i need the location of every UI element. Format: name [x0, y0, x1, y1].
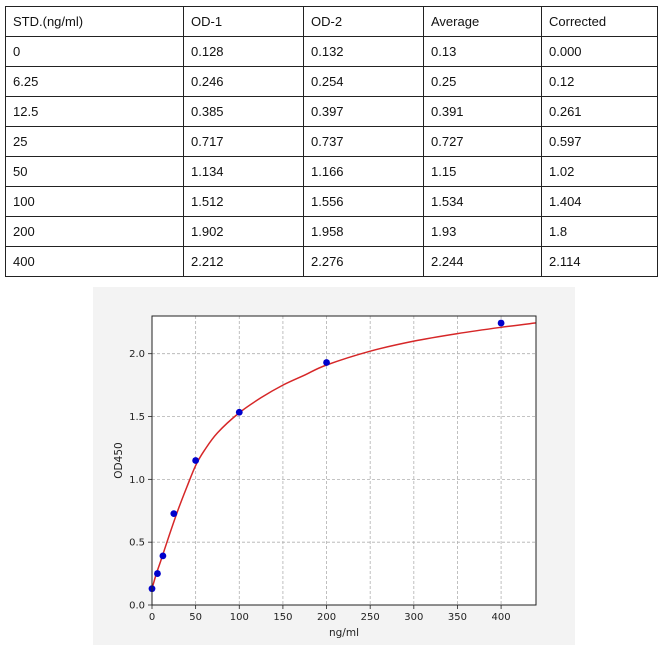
table-row: 25 0.717 0.737 0.727 0.597 — [5, 126, 658, 157]
table-cell: 1.134 — [183, 156, 304, 187]
table-header: STD.(ng/ml) OD-1 OD-2 Average Corrected — [5, 6, 658, 37]
table-cell: 0.132 — [303, 36, 424, 67]
table-cell: 0.254 — [303, 66, 424, 97]
data-point — [192, 457, 200, 464]
x-tick-label: 150 — [273, 612, 292, 623]
data-point — [323, 359, 330, 366]
table-cell: 12.5 — [5, 96, 184, 127]
table-cell: 1.512 — [183, 186, 304, 217]
x-tick-label: 300 — [404, 612, 423, 623]
column-header: Average — [423, 6, 542, 37]
table-cell: 200 — [5, 216, 184, 247]
table-row: 100 1.512 1.556 1.534 1.404 — [5, 186, 658, 217]
table-row: 50 1.134 1.166 1.15 1.02 — [5, 156, 658, 187]
x-tick-label: 400 — [492, 612, 511, 623]
column-header: STD.(ng/ml) — [5, 6, 184, 37]
table-cell: 1.902 — [183, 216, 304, 247]
table-cell: 0.385 — [183, 96, 304, 127]
table-cell: 0.717 — [183, 126, 304, 157]
table-row: 400 2.212 2.276 2.244 2.114 — [5, 246, 658, 277]
table-cell: 1.8 — [541, 216, 658, 247]
table-cell: 1.556 — [303, 186, 424, 217]
table-cell: 1.15 — [423, 156, 542, 187]
table-cell: 2.212 — [183, 246, 304, 277]
table-row: 12.5 0.385 0.397 0.391 0.261 — [5, 96, 658, 127]
table-cell: 0.000 — [541, 36, 658, 67]
table-row: 6.25 0.246 0.254 0.25 0.12 — [5, 66, 658, 97]
table-cell: 0.25 — [423, 66, 542, 97]
standard-curve-chart: 0 50 100 150 200 250 300 350 400 0.0 0.5 1.0 1.5 2.0 n… — [113, 315, 537, 639]
data-point — [235, 408, 243, 416]
table-cell: 25 — [5, 126, 184, 157]
table-cell: 0.261 — [541, 96, 658, 127]
table-row: 0 0.128 0.132 0.13 0.000 — [5, 36, 658, 67]
x-tick-label: 0 — [149, 612, 155, 623]
y-tick-label: 1.0 — [129, 475, 145, 486]
x-tick-label: 350 — [448, 612, 467, 623]
table-cell: 0.597 — [541, 126, 658, 157]
table-cell: 100 — [5, 186, 184, 217]
table-cell: 0.128 — [183, 36, 304, 67]
table-cell: 1.93 — [423, 216, 542, 247]
table-cell: 0.391 — [423, 96, 542, 127]
table-body: 0 0.128 0.132 0.13 0.000 6.25 0.246 0.254 0.25 0.… — [5, 36, 658, 277]
column-header: OD-1 — [183, 6, 304, 37]
table-cell: 6.25 — [5, 66, 184, 97]
table-cell: 0.13 — [423, 36, 542, 67]
chart-panel: 0 50 100 150 200 250 300 350 400 0.0 0.5 1.0 1.5 2.0 n… — [93, 287, 575, 645]
table-cell: 1.534 — [423, 186, 542, 217]
column-header: OD-2 — [303, 6, 424, 37]
plot-frame — [151, 315, 537, 606]
table-cell: 1.404 — [541, 186, 658, 217]
table-cell: 2.114 — [541, 246, 658, 277]
data-point — [159, 552, 167, 560]
y-tick-label: 2.0 — [129, 349, 145, 360]
column-header: Corrected — [541, 6, 658, 37]
table-cell: 1.02 — [541, 156, 658, 187]
table-cell: 0.246 — [183, 66, 304, 97]
table-cell: 1.958 — [303, 216, 424, 247]
table-cell: 0.397 — [303, 96, 424, 127]
data-point — [170, 510, 178, 518]
data-point — [154, 570, 161, 577]
y-tick-label: 0.5 — [129, 538, 145, 549]
table-cell: 2.276 — [303, 246, 424, 277]
table-cell: 0.737 — [303, 126, 424, 157]
table-cell: 0 — [5, 36, 184, 67]
y-axis-label: OD450 — [113, 442, 125, 478]
x-axis-label: ng/ml — [329, 627, 359, 639]
data-point — [497, 319, 505, 327]
x-tick-label: 50 — [189, 612, 202, 623]
y-tick-label: 0.0 — [129, 601, 145, 612]
table-cell: 400 — [5, 246, 184, 277]
table-cell: 50 — [5, 156, 184, 187]
standard-curve-table: STD.(ng/ml) OD-1 OD-2 Average Corrected 0 0.1… — [5, 6, 658, 277]
x-tick-label: 100 — [230, 612, 249, 623]
table-cell: 0.727 — [423, 126, 542, 157]
plot-area — [152, 316, 536, 605]
table-cell: 0.12 — [541, 66, 658, 97]
table-cell: 2.244 — [423, 246, 542, 277]
table-cell: 1.166 — [303, 156, 424, 187]
x-tick-label: 250 — [361, 612, 380, 623]
table-row: 200 1.902 1.958 1.93 1.8 — [5, 216, 658, 247]
y-tick-label: 1.5 — [129, 412, 145, 423]
x-tick-label: 200 — [317, 612, 336, 623]
